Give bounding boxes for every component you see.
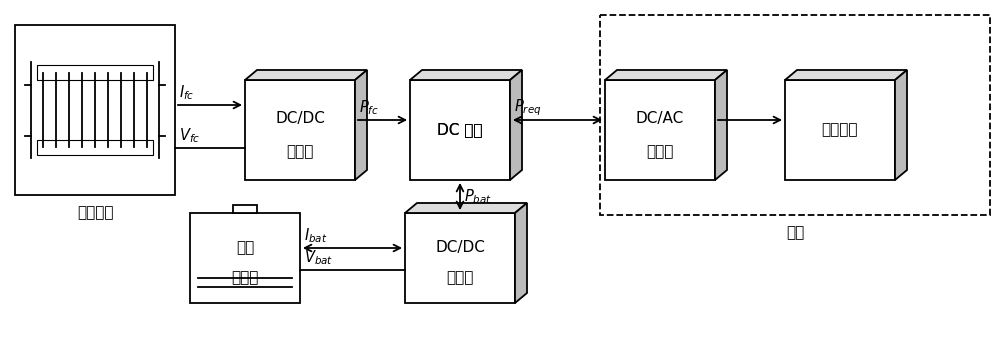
Text: DC/DC: DC/DC bbox=[275, 111, 325, 125]
Text: DC/DC: DC/DC bbox=[435, 240, 485, 255]
Polygon shape bbox=[245, 70, 367, 80]
Text: $I_{fc}$: $I_{fc}$ bbox=[179, 83, 194, 102]
Polygon shape bbox=[405, 213, 515, 303]
Polygon shape bbox=[895, 70, 907, 180]
Text: $P_{bat}$: $P_{bat}$ bbox=[464, 187, 492, 206]
Text: $V_{bat}$: $V_{bat}$ bbox=[304, 249, 333, 267]
Text: 动力: 动力 bbox=[236, 240, 254, 255]
Text: 负载: 负载 bbox=[786, 225, 804, 240]
Text: $V_{fc}$: $V_{fc}$ bbox=[179, 127, 200, 145]
Text: $P_{req}$: $P_{req}$ bbox=[514, 98, 541, 118]
Polygon shape bbox=[410, 70, 522, 80]
Polygon shape bbox=[605, 80, 715, 180]
Text: 燃料电池: 燃料电池 bbox=[77, 205, 113, 220]
Polygon shape bbox=[15, 25, 175, 195]
Text: DC 总线: DC 总线 bbox=[437, 122, 483, 138]
Text: $P_{fc}$: $P_{fc}$ bbox=[359, 99, 379, 117]
Polygon shape bbox=[785, 70, 907, 80]
Text: DC/AC: DC/AC bbox=[636, 111, 684, 125]
Polygon shape bbox=[233, 205, 257, 213]
Polygon shape bbox=[510, 70, 522, 180]
Polygon shape bbox=[715, 70, 727, 180]
Polygon shape bbox=[37, 65, 153, 80]
Text: 变换器: 变换器 bbox=[446, 270, 474, 285]
Text: 电池组: 电池组 bbox=[231, 270, 259, 285]
Text: 变换器: 变换器 bbox=[286, 145, 314, 160]
Polygon shape bbox=[410, 80, 510, 180]
Polygon shape bbox=[190, 213, 300, 303]
Polygon shape bbox=[785, 80, 895, 180]
Polygon shape bbox=[355, 70, 367, 180]
Text: $I_{bat}$: $I_{bat}$ bbox=[304, 227, 327, 245]
Polygon shape bbox=[515, 203, 527, 303]
Polygon shape bbox=[245, 80, 355, 180]
Polygon shape bbox=[37, 140, 153, 155]
Text: 逆变器: 逆变器 bbox=[646, 145, 674, 160]
Text: 驱动电机: 驱动电机 bbox=[822, 122, 858, 138]
Polygon shape bbox=[405, 203, 527, 213]
Text: DC 总线: DC 总线 bbox=[437, 122, 483, 138]
Polygon shape bbox=[605, 70, 727, 80]
